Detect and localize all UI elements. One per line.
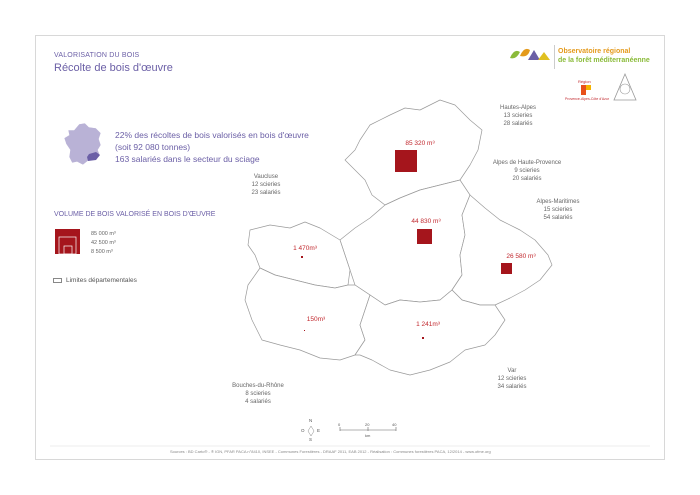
france-locator-map [63,122,102,166]
dept-var [354,289,506,376]
volume-square-bouches-du-rhone [304,330,305,331]
volume-square-vaucluse [301,256,303,258]
compass-west: O [301,428,305,433]
legend-value-medium: 42 500 m³ [91,240,116,246]
footer-sources: Sources : BD Carto® - ® IGN, PFAR PACA n… [170,449,491,454]
limits-legend-icon [53,278,62,283]
volume-label-vaucluse: 1 470m³ [293,245,317,252]
scale-tick-40: 40 [392,422,397,427]
legend-value-small: 8 500 m³ [91,249,113,255]
volume-label-alpes-haute-provence: 44 830 m³ [411,218,441,225]
legend-value-large: 85 000 m³ [91,231,116,237]
scale-bar [339,427,397,431]
dept-alpes-haute-provence [339,179,471,306]
partner-region-sub: Provence-Alpes-Côte d'Azur [565,97,610,101]
label-hautes-alpes: Hautes-Alpes 13 scieries 28 salariés [499,105,537,127]
label-alpes-haute-provence: Alpes de Haute-Provence 9 scieries 20 sala… [492,160,562,182]
partner-region-label: Région [578,79,591,84]
volume-label-hautes-alpes: 85 320 m³ [405,140,435,147]
stat-employees: 163 salariés dans le secteur du sciage [115,154,260,164]
compass-east: E [317,428,321,433]
label-vaucluse: Vaucluse 12 scieries 23 salariés [251,174,281,196]
scale-tick-20: 20 [365,422,370,427]
map-frame [35,35,665,460]
scale-tick-0: 0 [338,422,341,427]
stat-tonnes: (soit 92 080 tonnes) [115,142,191,152]
legend-title: VOLUME DE BOIS VALORISÉ EN BOIS D'ŒUVRE [54,211,216,218]
region-logo-icon [581,85,591,95]
volume-label-var: 1 241m³ [416,321,440,328]
scale-unit: km [365,433,371,438]
label-alpes-maritimes: Alpes-Maritimes 15 scieries 54 salariés [536,199,580,221]
logo-line1: Observatoire régional [558,48,631,55]
dept-alpes-maritimes [451,194,553,306]
logo-divider [554,45,555,69]
map-title: Récolte de bois d'œuvre [54,62,173,74]
logo-line2: de la forêt méditerranéenne [558,57,650,64]
compass-icon [307,425,315,437]
volume-square-var [422,337,424,339]
map-supertitle: VALORISATION DU BOIS [54,52,140,59]
volume-label-alpes-maritimes: 26 580 m³ [506,253,536,260]
limits-label: Limites départementales [66,277,137,284]
volume-square-hautes-alpes [395,150,417,172]
volume-square-alpes-haute-provence [417,229,432,244]
ofme-logo-icon [510,48,550,60]
volume-square-alpes-maritimes [501,263,512,274]
label-var: Var 12 scieries 34 salariés [497,368,527,390]
compass-north: N [309,418,313,423]
compass-south: S [309,437,313,442]
label-bouches-du-rhone: Bouches-du-Rhône 8 scieries 4 salariés [232,383,284,405]
stat-percentage: 22% des récoltes de bois valorisés en bo… [115,130,309,140]
legend-squares [55,229,80,255]
communes-forestieres-logo-icon [613,72,637,101]
volume-label-bouches-du-rhone: 150m³ [306,316,326,323]
